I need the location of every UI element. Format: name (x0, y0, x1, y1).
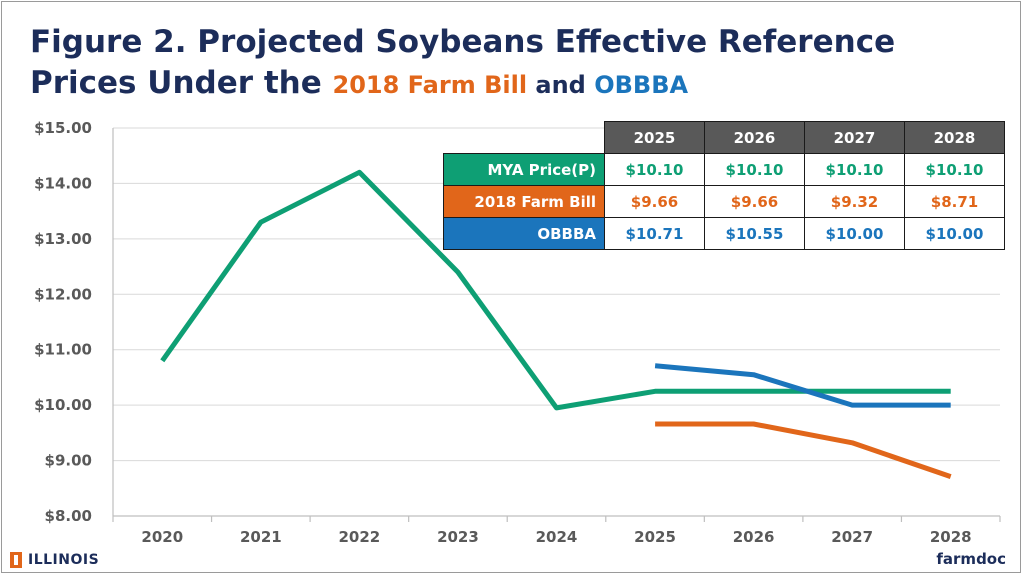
farmdoc-logo: farmdoc (936, 550, 1006, 568)
title-obbba: OBBBA (594, 71, 689, 99)
x-tick-label: 2022 (339, 528, 381, 546)
x-tick-label: 2020 (141, 528, 183, 546)
title-farm-bill: 2018 Farm Bill (332, 71, 528, 99)
x-tick-label: 2028 (930, 528, 972, 546)
table-header-row: 2025 2026 2027 2028 (444, 121, 1005, 154)
x-tick-label: 2027 (831, 528, 873, 546)
table-cell: $10.55 (704, 217, 805, 250)
illinois-block-i-icon (10, 552, 22, 568)
title-and: and (527, 71, 595, 99)
table-cell: $9.66 (704, 185, 805, 218)
title-line1: Figure 2. Projected Soybeans Effective R… (30, 24, 896, 60)
table-cell: $10.10 (704, 153, 805, 186)
title-line2-prefix: Prices Under the (30, 65, 333, 101)
x-tick-label: 2023 (437, 528, 479, 546)
row-label-obbba: OBBBA (443, 217, 605, 250)
row-label-mya: MYA Price(P) (443, 153, 605, 186)
table-cell: $8.71 (904, 185, 1005, 218)
y-tick-label: $11.00 (34, 341, 92, 359)
data-table: 2025 2026 2027 2028 MYA Price(P) $10.10 … (443, 121, 1005, 250)
table-header-2025: 2025 (604, 121, 705, 154)
y-tick-label: $15.00 (34, 119, 92, 137)
row-label-farm-bill: 2018 Farm Bill (443, 185, 605, 218)
y-tick-label: $10.00 (34, 396, 92, 414)
y-tick-label: $12.00 (34, 285, 92, 303)
table-cell: $9.66 (604, 185, 705, 218)
table-corner (444, 122, 605, 154)
illinois-logo: ILLINOIS (10, 550, 99, 570)
table-row-mya: MYA Price(P) $10.10 $10.10 $10.10 $10.10 (443, 153, 1005, 186)
series-lines (160, 169, 952, 479)
table-header-2026: 2026 (704, 121, 805, 154)
table-cell: $10.71 (604, 217, 705, 250)
axes (112, 128, 1001, 522)
y-tick-labels: $8.00 $9.00 $10.00 $11.00 $12.00 $13.00 $14.00… (34, 119, 92, 525)
table-cell: $9.32 (804, 185, 905, 218)
series-line-2018-farm-bill (655, 421, 952, 479)
table-cell: $10.10 (904, 153, 1005, 186)
y-tick-label: $9.00 (45, 452, 92, 470)
x-tick-label: 2025 (634, 528, 676, 546)
illinois-wordmark: ILLINOIS (28, 552, 100, 568)
table-row-obbba: OBBBA $10.71 $10.55 $10.00 $10.00 (443, 217, 1005, 250)
table-row-farm-bill: 2018 Farm Bill $9.66 $9.66 $9.32 $8.71 (443, 185, 1005, 218)
y-tick-label: $14.00 (34, 174, 92, 192)
x-tick-label: 2021 (240, 528, 282, 546)
table-cell: $10.00 (904, 217, 1005, 250)
series-line-mya-price-p (160, 169, 951, 411)
table-cell: $10.10 (804, 153, 905, 186)
x-tick-label: 2024 (536, 528, 578, 546)
table-header-2027: 2027 (804, 121, 905, 154)
x-tick-labels: 2020 2021 2022 2023 2024 2025 2026 2027 2028 (141, 528, 971, 546)
table-cell: $10.10 (604, 153, 705, 186)
table-header-2028: 2028 (904, 121, 1005, 154)
y-tick-label: $13.00 (34, 230, 92, 248)
series-line-obbba (654, 363, 951, 408)
y-tick-label: $8.00 (45, 507, 92, 525)
table-cell: $10.00 (804, 217, 905, 250)
chart-title: Figure 2. Projected Soybeans Effective R… (30, 22, 990, 106)
x-tick-label: 2026 (733, 528, 775, 546)
